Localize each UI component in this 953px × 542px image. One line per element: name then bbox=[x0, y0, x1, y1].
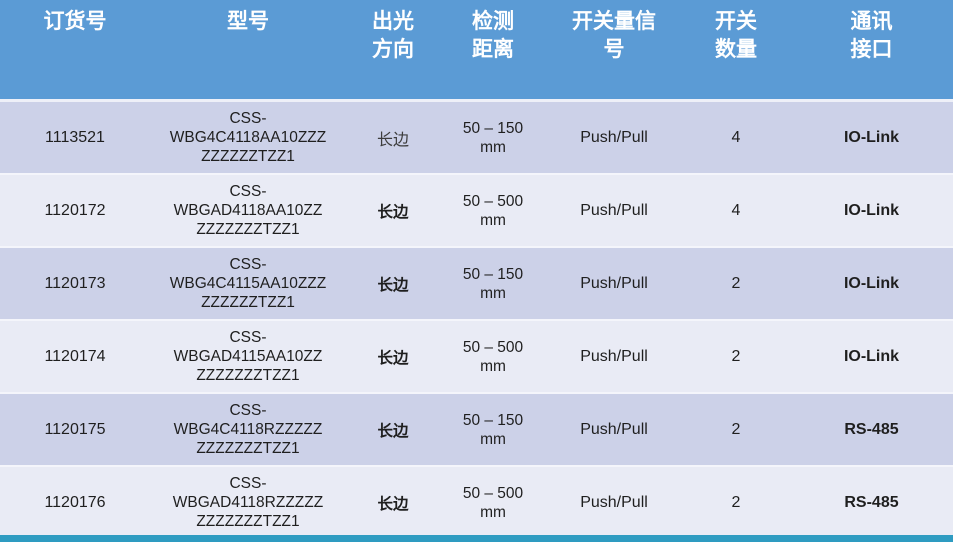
cell-switch-count: 4 bbox=[682, 174, 790, 247]
cell-order-no: 1120176 bbox=[0, 466, 150, 538]
header-switch-count-label: 开关 bbox=[715, 10, 757, 33]
header-light-direction-label: 出光 bbox=[372, 10, 414, 33]
cell-switch-count: 2 bbox=[682, 393, 790, 466]
cell-comm-interface: RS-485 bbox=[790, 393, 953, 466]
table-row: 1120174 CSS- WBGAD4115AA10ZZ ZZZZZZZTZZ1… bbox=[0, 320, 953, 393]
cell-light-direction: 长边 bbox=[346, 174, 440, 247]
table-row: 1120172 CSS- WBGAD4118AA10ZZ ZZZZZZZTZZ1… bbox=[0, 174, 953, 247]
header-comm-interface: 通讯 接口 bbox=[790, 0, 953, 102]
cell-light-direction: 长边 bbox=[346, 247, 440, 320]
cell-model: CSS- WBG4C4118RZZZZZ ZZZZZZZTZZ1 bbox=[150, 393, 346, 466]
header-detection-distance-label: 检测 bbox=[472, 10, 514, 33]
header-switch-signal-label: 开关量信 bbox=[572, 10, 656, 33]
cell-comm-interface: IO-Link bbox=[790, 247, 953, 320]
cell-order-no: 1120175 bbox=[0, 393, 150, 466]
header-switch-count: 开关 数量 bbox=[682, 0, 790, 102]
header-order-no: 订货号 bbox=[0, 0, 150, 102]
cell-model: CSS- WBG4C4115AA10ZZZ ZZZZZZTZZ1 bbox=[150, 247, 346, 320]
table-row: 1120175 CSS- WBG4C4118RZZZZZ ZZZZZZZTZZ1… bbox=[0, 393, 953, 466]
table-row: 1120176 CSS- WBGAD4118RZZZZZ ZZZZZZZTZZ1… bbox=[0, 466, 953, 538]
cell-order-no: 1120173 bbox=[0, 247, 150, 320]
cell-switch-count: 4 bbox=[682, 100, 790, 174]
cell-switch-count: 2 bbox=[682, 247, 790, 320]
cell-light-direction: 长边 bbox=[346, 393, 440, 466]
cell-order-no: 1120174 bbox=[0, 320, 150, 393]
cell-order-no: 1113521 bbox=[0, 100, 150, 174]
cell-detection-distance: 50 – 150 mm bbox=[440, 247, 546, 320]
cell-comm-interface: IO-Link bbox=[790, 174, 953, 247]
cell-switch-signal: Push/Pull bbox=[546, 466, 682, 538]
cell-detection-distance: 50 – 500 mm bbox=[440, 174, 546, 247]
cell-model: CSS- WBG4C4118AA10ZZZ ZZZZZZTZZ1 bbox=[150, 100, 346, 174]
cell-comm-interface: RS-485 bbox=[790, 466, 953, 538]
cell-model: CSS- WBGAD4118AA10ZZ ZZZZZZZTZZ1 bbox=[150, 174, 346, 247]
cell-detection-distance: 50 – 500 mm bbox=[440, 320, 546, 393]
cell-model: CSS- WBGAD4118RZZZZZ ZZZZZZZTZZ1 bbox=[150, 466, 346, 538]
table-row: 1113521 CSS- WBG4C4118AA10ZZZ ZZZZZZTZZ1… bbox=[0, 100, 953, 174]
bottom-accent-bar bbox=[0, 535, 953, 542]
cell-switch-count: 2 bbox=[682, 466, 790, 538]
table-header: 订货号 型号 出光 方向 检测 距离 开关量信 号 bbox=[0, 0, 953, 102]
table-body: 1113521 CSS- WBG4C4118AA10ZZZ ZZZZZZTZZ1… bbox=[0, 100, 953, 538]
cell-switch-signal: Push/Pull bbox=[546, 100, 682, 174]
header-light-direction: 出光 方向 bbox=[346, 0, 440, 102]
header-comm-interface-label: 通讯 bbox=[850, 10, 893, 33]
cell-light-direction: 长边 bbox=[346, 320, 440, 393]
cell-comm-interface: IO-Link bbox=[790, 100, 953, 174]
header-model-label: 型号 bbox=[227, 10, 269, 33]
cell-light-direction: 长边 bbox=[346, 100, 440, 174]
header-detection-distance: 检测 距离 bbox=[440, 0, 546, 102]
cell-switch-signal: Push/Pull bbox=[546, 174, 682, 247]
header-order-no-label: 订货号 bbox=[43, 10, 107, 33]
cell-switch-signal: Push/Pull bbox=[546, 320, 682, 393]
header-model: 型号 bbox=[150, 0, 346, 102]
header-switch-signal: 开关量信 号 bbox=[546, 0, 682, 102]
cell-detection-distance: 50 – 150 mm bbox=[440, 393, 546, 466]
cell-model: CSS- WBGAD4115AA10ZZ ZZZZZZZTZZ1 bbox=[150, 320, 346, 393]
cell-switch-signal: Push/Pull bbox=[546, 247, 682, 320]
header-row: 订货号 型号 出光 方向 检测 距离 开关量信 号 bbox=[0, 0, 953, 102]
cell-order-no: 1120172 bbox=[0, 174, 150, 247]
table-row: 1120173 CSS- WBG4C4115AA10ZZZ ZZZZZZTZZ1… bbox=[0, 247, 953, 320]
cell-comm-interface: IO-Link bbox=[790, 320, 953, 393]
cell-light-direction: 长边 bbox=[346, 466, 440, 538]
cell-switch-signal: Push/Pull bbox=[546, 393, 682, 466]
cell-switch-count: 2 bbox=[682, 320, 790, 393]
cell-detection-distance: 50 – 150 mm bbox=[440, 100, 546, 174]
cell-detection-distance: 50 – 500 mm bbox=[440, 466, 546, 538]
